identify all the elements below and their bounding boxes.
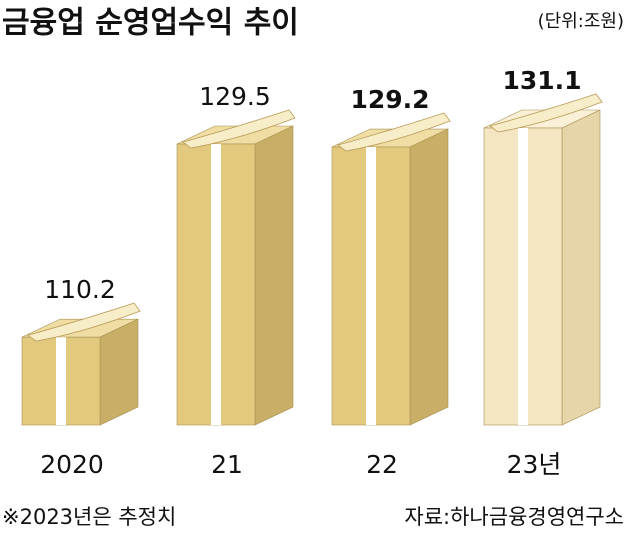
x-tick-label: 2020 xyxy=(40,450,104,479)
x-tick-label: 23년 xyxy=(507,450,562,479)
value-label: 110.2 xyxy=(44,275,116,304)
value-label: 131.1 xyxy=(502,66,581,95)
chart-title: 금융업 순영업수익 추이 xyxy=(2,6,299,41)
paper-bill xyxy=(489,93,603,133)
paper-bill xyxy=(337,112,451,152)
x-tick-label: 22 xyxy=(366,450,398,479)
box-side xyxy=(254,125,294,426)
value-label: 129.2 xyxy=(350,85,429,114)
box-stripe xyxy=(518,128,528,425)
unit-label: (단위:조원) xyxy=(538,11,624,32)
x-tick-label: 21 xyxy=(211,450,243,479)
box-side xyxy=(409,128,449,426)
box-side xyxy=(99,318,139,426)
paper-bill xyxy=(182,109,296,149)
box-stripe xyxy=(56,337,66,425)
value-label: 129.5 xyxy=(199,82,271,111)
box-stripe xyxy=(211,144,221,426)
box-stripe xyxy=(366,147,376,425)
footnote: ※2023년은 추정치 xyxy=(2,505,176,529)
source: 자료:하나금융경영연구소 xyxy=(404,505,624,529)
box-side xyxy=(561,109,601,426)
paper-bill xyxy=(27,302,141,342)
